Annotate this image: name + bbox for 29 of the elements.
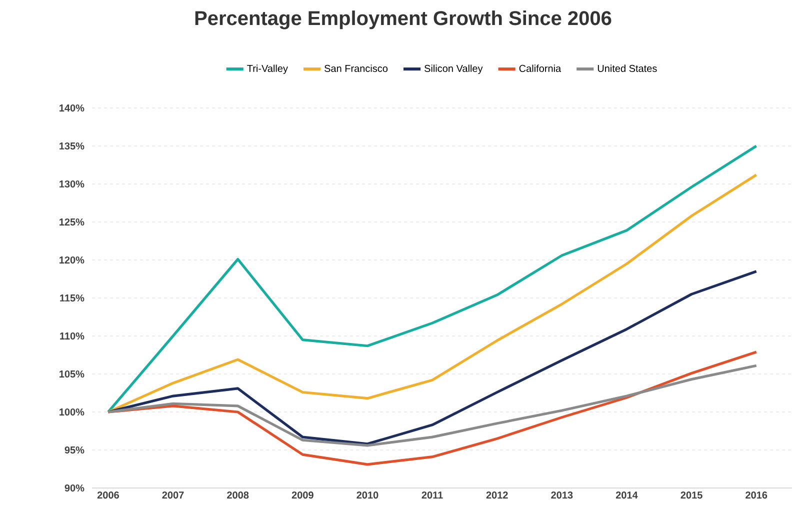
y-tick-label: 105% [60,370,84,378]
legend-label: California [519,64,562,72]
y-tick-label: 130% [60,180,84,188]
x-tick-label: 2013 [551,492,573,499]
x-tick-label: 2014 [616,492,638,499]
x-tick-label: 2011 [422,492,443,499]
legend-label: Tri-Valley [247,64,288,74]
chart-title: Percentage Employment Growth Since 2006 [195,10,612,30]
y-tick-label: 90% [64,484,84,492]
x-tick-label: 2016 [746,492,768,499]
x-tick-label: 2009 [292,492,314,499]
y-tick-label: 100% [60,408,84,416]
y-tick-label: 95% [64,446,84,454]
y-tick-label: 140% [60,104,84,112]
x-tick-label: 2010 [356,492,378,499]
x-tick-label: 2012 [486,492,508,499]
y-tick-label: 125% [60,218,84,226]
x-tick-label: 2008 [227,492,249,499]
legend-label: San Francisco [324,64,388,72]
legend-label: Silicon Valley [424,64,483,74]
line-series [106,364,758,447]
y-tick-label: 110% [60,332,84,340]
x-tick-label: 2015 [680,492,702,499]
y-tick-label: 135% [60,142,84,150]
legend-label: United States [598,64,657,72]
y-tick-label: 115% [60,294,84,302]
y-tick-label: 120% [60,256,84,264]
x-tick-label: 2006 [97,492,119,499]
x-tick-label: 2007 [162,492,184,499]
